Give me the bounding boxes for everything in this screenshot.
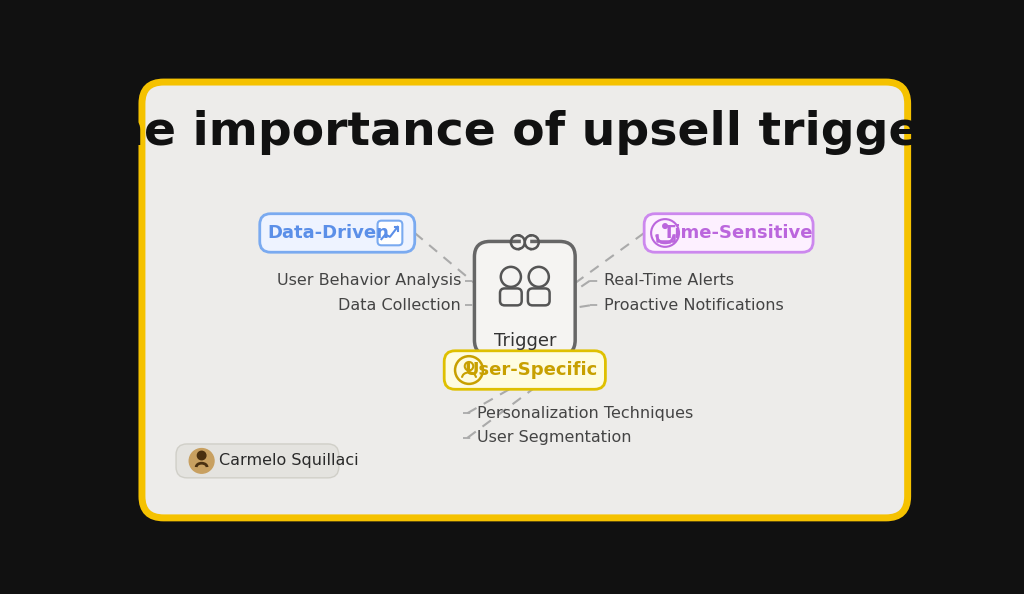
Text: Data-Driven: Data-Driven bbox=[267, 224, 389, 242]
Text: Real-Time Alerts: Real-Time Alerts bbox=[604, 273, 734, 288]
FancyBboxPatch shape bbox=[176, 444, 339, 478]
FancyBboxPatch shape bbox=[142, 82, 907, 518]
Text: User Behavior Analysis: User Behavior Analysis bbox=[276, 273, 461, 288]
FancyBboxPatch shape bbox=[260, 214, 415, 252]
Text: Time-Sensitive: Time-Sensitive bbox=[663, 224, 813, 242]
Circle shape bbox=[189, 448, 214, 473]
Text: User-Specific: User-Specific bbox=[464, 361, 598, 379]
Text: The importance of upsell triggers: The importance of upsell triggers bbox=[78, 110, 972, 156]
FancyBboxPatch shape bbox=[644, 214, 813, 252]
FancyBboxPatch shape bbox=[444, 351, 605, 389]
Text: Trigger: Trigger bbox=[494, 332, 556, 350]
Text: Data Collection: Data Collection bbox=[339, 298, 461, 313]
Text: Proactive Notifications: Proactive Notifications bbox=[604, 298, 783, 313]
FancyBboxPatch shape bbox=[474, 241, 575, 355]
Circle shape bbox=[663, 224, 668, 228]
Bar bbox=[521, 235, 528, 249]
Text: Personalization Techniques: Personalization Techniques bbox=[477, 406, 693, 421]
Text: Carmelo Squillaci: Carmelo Squillaci bbox=[219, 453, 359, 469]
FancyBboxPatch shape bbox=[378, 220, 402, 245]
Circle shape bbox=[198, 451, 206, 460]
Text: User Segmentation: User Segmentation bbox=[477, 430, 631, 446]
